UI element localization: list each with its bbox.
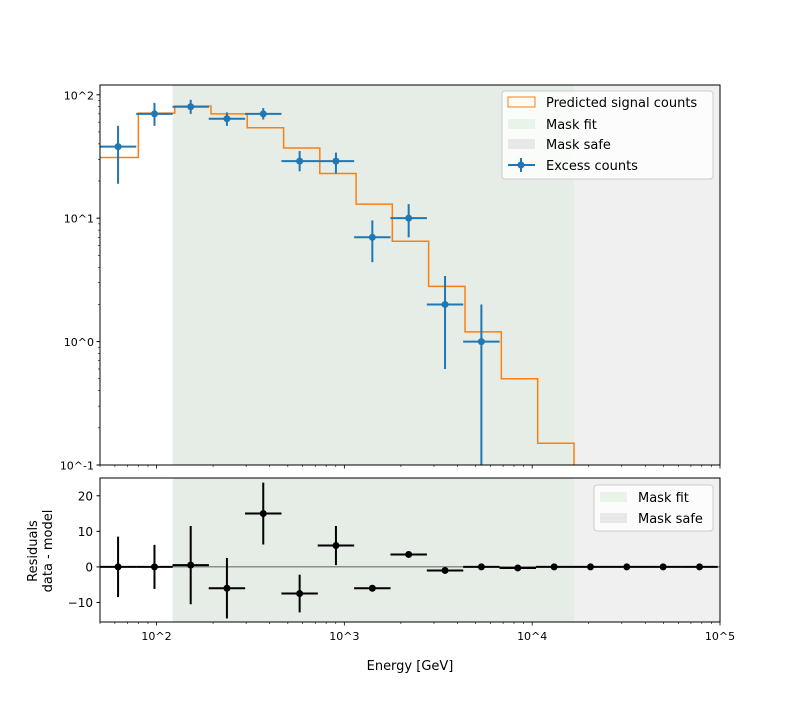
residual-point — [281, 574, 318, 613]
y-tick-label: 10^1 — [64, 213, 94, 226]
excess-marker — [296, 157, 304, 165]
legend-excess-swatch-marker — [517, 161, 525, 169]
residual-marker — [696, 563, 704, 571]
excess-marker — [114, 143, 122, 151]
legend-mask-fit-swatch — [600, 492, 627, 502]
excess-point — [172, 99, 209, 114]
legend-mask-fit-swatch — [508, 119, 535, 129]
axes-frame — [99, 84, 721, 466]
y-tick-label: 20 — [78, 489, 93, 503]
excess-marker — [405, 214, 413, 222]
residual-point — [390, 550, 427, 558]
excess-point — [136, 102, 173, 126]
residual-point — [172, 526, 209, 605]
residual-marker — [368, 584, 376, 592]
residual-point — [317, 526, 355, 566]
legend-excess-label: Excess counts — [546, 159, 638, 174]
y-tick-label: 0 — [85, 560, 93, 574]
residual-point — [136, 544, 173, 589]
residual-marker — [477, 563, 485, 571]
residual-point — [644, 563, 682, 571]
x-tick-label: 10^4 — [517, 630, 547, 643]
excess-marker — [368, 233, 376, 241]
residual-point — [208, 558, 246, 619]
residual-marker — [623, 563, 631, 571]
residuals-legend: Mask fit Mask safe — [593, 484, 714, 532]
x-axis-label: Energy [GeV] — [367, 659, 454, 674]
residual-marker — [405, 550, 413, 558]
excess-point — [390, 204, 427, 238]
legend-mask-safe-label: Mask safe — [638, 512, 703, 527]
excess-point — [99, 125, 137, 184]
y-axis-label-line1: Residuals — [26, 520, 41, 582]
residual-marker — [114, 563, 122, 571]
residual-marker — [187, 561, 195, 569]
residual-point — [608, 563, 646, 571]
residual-marker — [586, 563, 594, 571]
excess-marker — [332, 157, 340, 165]
residual-point — [681, 563, 718, 571]
legend-predicted-swatch — [507, 96, 536, 108]
residual-marker — [150, 563, 158, 571]
spectrum-legend: Predicted signal counts Mask fit Mask sa… — [501, 90, 714, 180]
residual-point — [572, 563, 609, 571]
excess-point — [208, 112, 246, 126]
legend-mask-safe-swatch — [508, 139, 535, 149]
y-tick-label: 10^2 — [64, 89, 94, 102]
excess-point — [317, 152, 355, 174]
excess-point — [426, 276, 464, 369]
residual-marker — [259, 510, 267, 518]
y-axis-label-line2: data - model — [41, 510, 56, 593]
y-tick-label: 10^-1 — [60, 460, 94, 473]
y-tick-label: 10^0 — [64, 336, 94, 349]
residual-point — [535, 563, 573, 571]
residual-marker — [550, 563, 558, 571]
mask-fit-region — [172, 478, 575, 622]
excess-marker — [477, 338, 485, 346]
residual-point — [245, 482, 282, 545]
residual-marker — [332, 542, 340, 550]
excess-marker — [441, 300, 449, 308]
x-tick-label: 10^5 — [705, 630, 735, 643]
excess-point — [354, 220, 391, 263]
residual-point — [99, 536, 137, 598]
axes-frame — [99, 477, 721, 623]
excess-point — [281, 151, 318, 172]
residual-marker — [441, 566, 449, 574]
residual-point — [463, 563, 500, 571]
legend-mask-safe-swatch — [600, 513, 627, 523]
residual-marker — [223, 584, 231, 592]
residual-marker — [659, 563, 667, 571]
residual-point — [354, 584, 391, 592]
legend-mask-fit-label: Mask fit — [638, 491, 689, 506]
y-tick-label: 10 — [78, 525, 93, 539]
x-tick-label: 10^3 — [329, 630, 359, 643]
legend-mask-safe-label: Mask safe — [546, 138, 611, 153]
excess-point — [463, 304, 500, 465]
excess-marker — [187, 103, 195, 111]
excess-marker — [259, 110, 267, 118]
residual-marker — [296, 590, 304, 598]
residual-marker — [514, 564, 522, 572]
excess-point — [245, 108, 282, 120]
y-tick-label: −10 — [68, 596, 93, 610]
excess-marker — [150, 110, 158, 118]
residual-point — [499, 564, 536, 572]
x-tick-label: 10^2 — [141, 630, 171, 643]
excess-marker — [223, 115, 231, 123]
legend-predicted-label: Predicted signal counts — [546, 96, 697, 111]
residual-point — [426, 566, 464, 574]
legend-mask-fit-label: Mask fit — [546, 118, 597, 133]
